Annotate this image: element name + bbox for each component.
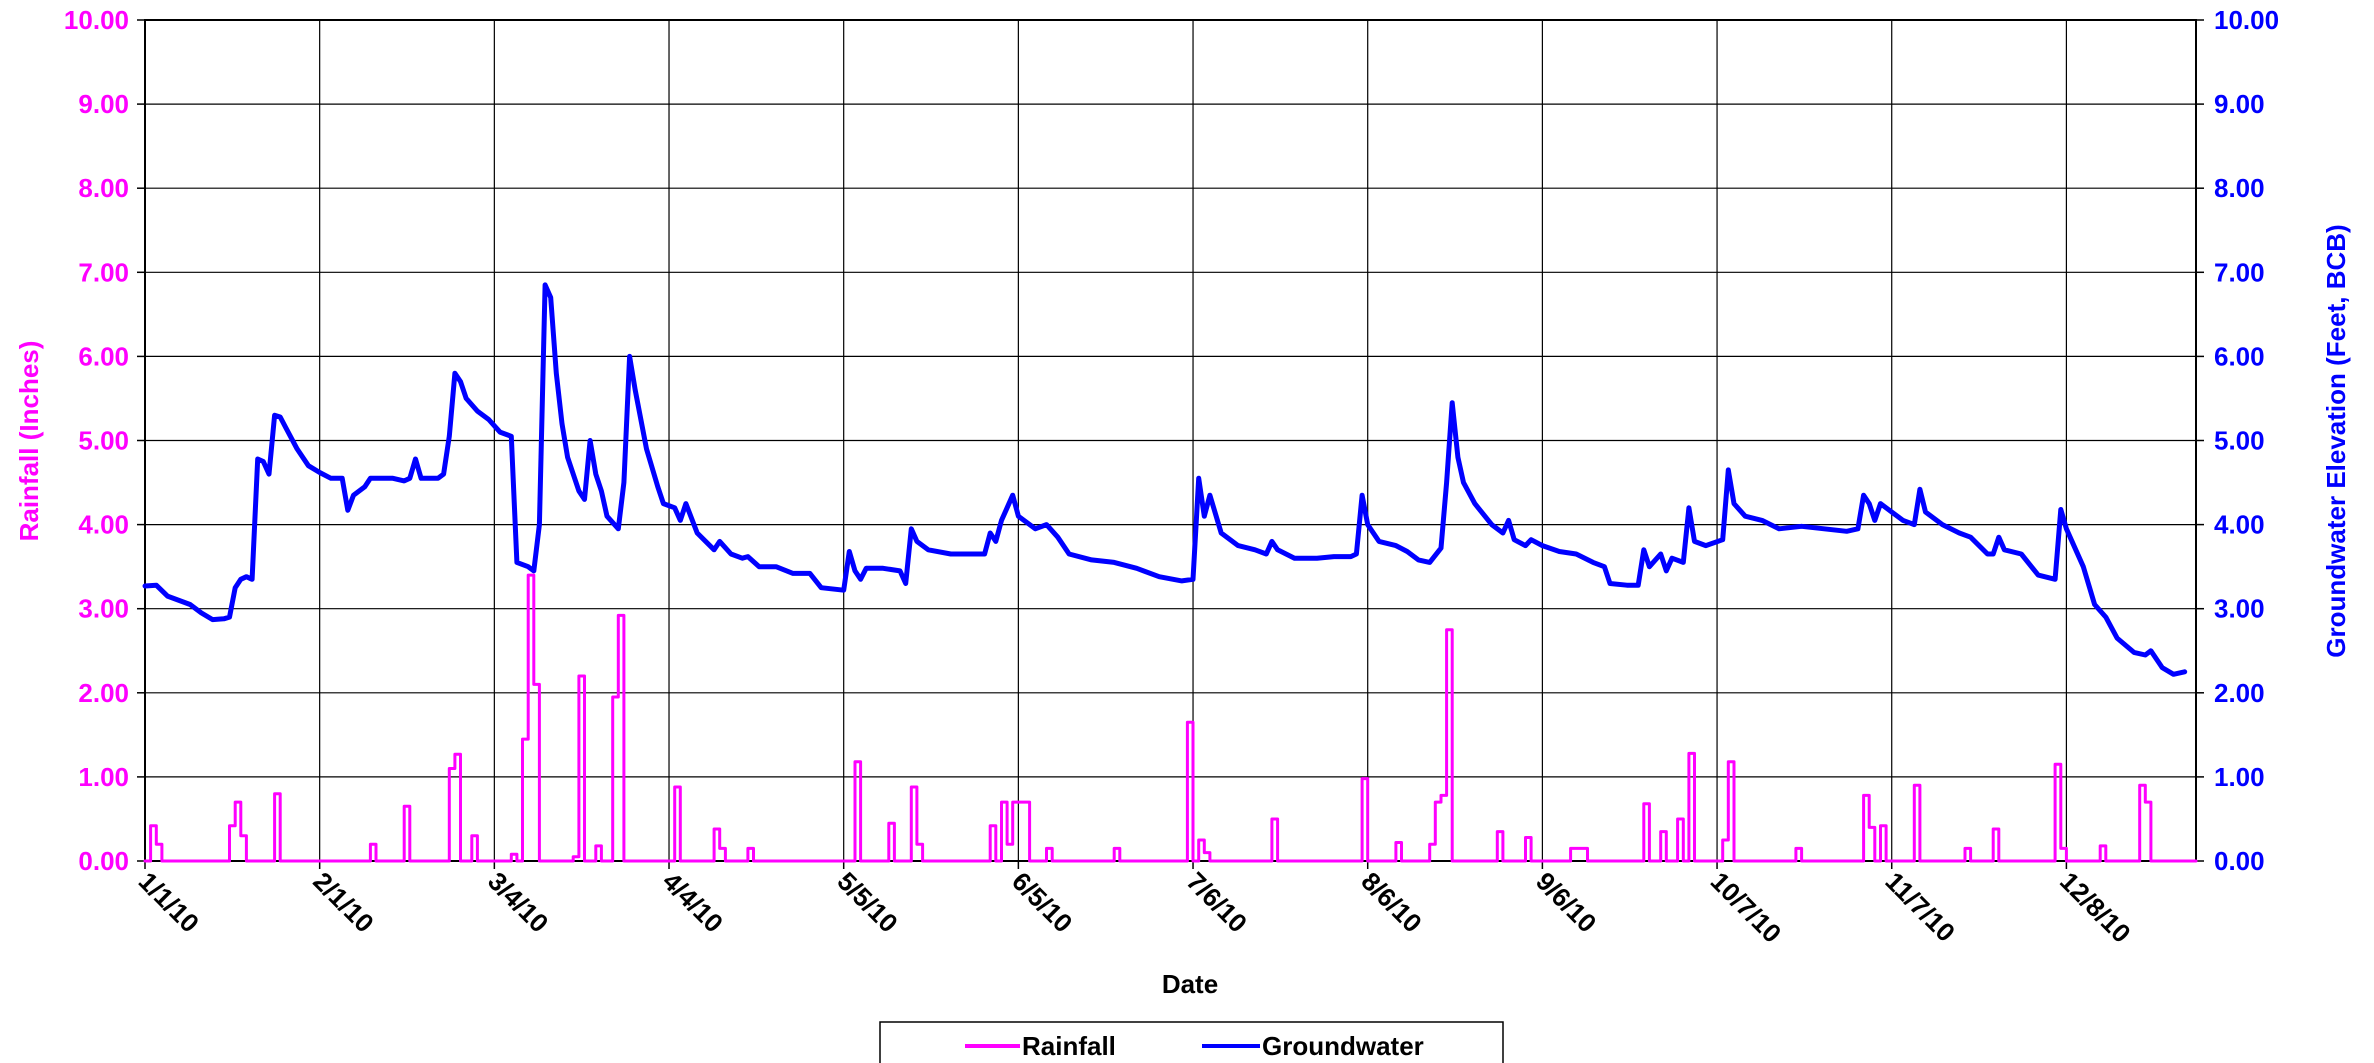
left-axis-tick-labels: 0.00 1.00 2.00 3.00 4.00 5.00 6.00 7.00 8.00 9.00… xyxy=(64,5,129,876)
legend: Rainfall Groundwater xyxy=(879,1021,1504,1063)
right-tick-label: 9.00 xyxy=(2214,89,2265,119)
left-tick-label: 9.00 xyxy=(78,89,129,119)
left-tick-label: 7.00 xyxy=(78,257,129,287)
left-tick-label: 5.00 xyxy=(78,426,129,456)
right-tick-label: 7.00 xyxy=(2214,257,2265,287)
left-tick-label: 1.00 xyxy=(78,762,129,792)
left-tick-label: 4.00 xyxy=(78,510,129,540)
legend-box xyxy=(879,1021,1504,1063)
left-axis-title: Rainfall (Inches) xyxy=(14,341,44,542)
x-axis-title: Date xyxy=(1162,969,1218,999)
right-tick-label: 5.00 xyxy=(2214,426,2265,456)
left-tick-label: 2.00 xyxy=(78,678,129,708)
left-tick-label: 10.00 xyxy=(64,5,129,35)
right-tick-label: 1.00 xyxy=(2214,762,2265,792)
right-tick-label: 2.00 xyxy=(2214,678,2265,708)
right-tick-label: 10.00 xyxy=(2214,5,2279,35)
right-tick-label: 6.00 xyxy=(2214,341,2265,371)
series-layer xyxy=(142,282,2198,863)
right-tick-label: 8.00 xyxy=(2214,173,2265,203)
left-tick-label: 8.00 xyxy=(78,173,129,203)
series-line-groundwater xyxy=(142,282,2188,677)
left-tick-label: 6.00 xyxy=(78,341,129,371)
right-axis-title: Groundwater Elevation (Feet, BCB) xyxy=(2321,224,2351,657)
right-tick-label: 4.00 xyxy=(2214,510,2265,540)
left-tick-label: 3.00 xyxy=(78,594,129,624)
right-tick-label: 3.00 xyxy=(2214,594,2265,624)
legend-label-groundwater: Groundwater xyxy=(1262,1031,1424,1061)
left-tick-label: 0.00 xyxy=(78,846,129,876)
series-line-rainfall xyxy=(143,573,2198,863)
right-axis-tick-labels: 0.00 1.00 2.00 3.00 4.00 5.00 6.00 7.00 8.00 9.00… xyxy=(2214,5,2279,876)
legend-label-rainfall: Rainfall xyxy=(1022,1031,1116,1061)
right-tick-label: 0.00 xyxy=(2214,846,2265,876)
